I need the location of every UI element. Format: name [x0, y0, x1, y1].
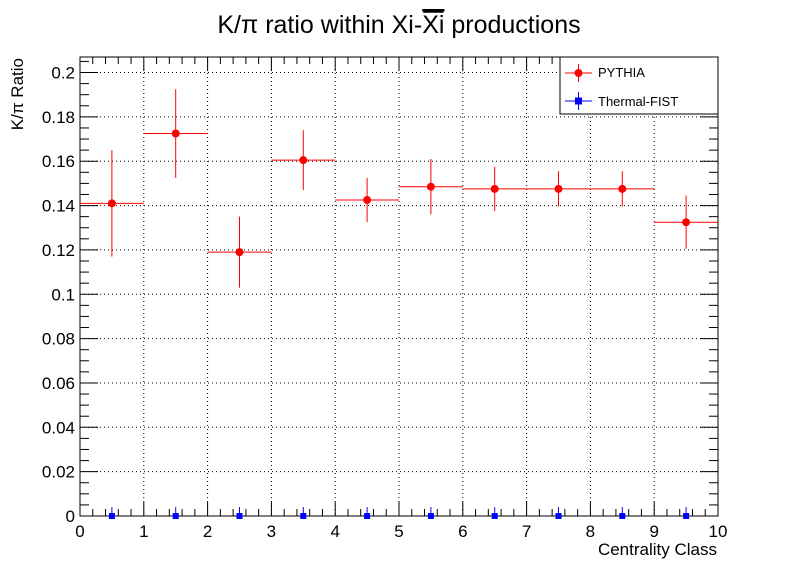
legend-label-thermal-fist: Thermal-FIST — [598, 94, 678, 109]
x-tick-label: 4 — [330, 522, 339, 541]
y-tick-label: 0.08 — [42, 330, 75, 349]
legend-marker-thermal-fist — [575, 97, 582, 105]
y-tick-label: 0.16 — [42, 152, 75, 171]
legend-label-pythia: PYTHIA — [598, 65, 645, 80]
x-tick-label: 0 — [75, 522, 84, 541]
chart-title-suffix: productions — [444, 11, 580, 39]
pythia-point — [618, 184, 627, 193]
legend-entry-pythia: PYTHIA — [565, 64, 645, 82]
thermal-fist-point — [683, 513, 690, 519]
legend-box — [559, 56, 719, 115]
x-tick-label: 2 — [203, 522, 212, 541]
pythia-point — [171, 129, 180, 138]
y-tick-label: 0.02 — [42, 463, 75, 482]
x-tick-label: 10 — [709, 522, 728, 541]
x-axis-label: Centrality Class — [598, 540, 717, 559]
thermal-fist-point — [172, 513, 179, 519]
thermal-fist-point — [555, 513, 562, 519]
y-tick-label: 0.04 — [42, 418, 75, 437]
y-tick-label: 0.2 — [51, 64, 75, 83]
x-tick-label: 6 — [458, 522, 467, 541]
chart-title: K/π ratio within Xi-Xi productions — [217, 11, 580, 39]
y-axis-label: K/π Ratio — [8, 58, 27, 130]
x-tick-label: 9 — [649, 522, 658, 541]
y-tick-label: 0.06 — [42, 374, 75, 393]
thermal-fist-point — [619, 513, 626, 519]
plot-data — [80, 89, 718, 519]
chart-title-overlined: Xi — [422, 11, 444, 39]
x-tick-label: 8 — [586, 522, 595, 541]
thermal-fist-point — [427, 513, 434, 519]
plot-frame — [79, 56, 719, 517]
y-tick-label: 0.1 — [51, 285, 75, 304]
pythia-point — [235, 248, 244, 257]
pythia-point — [299, 156, 308, 165]
legend-marker-pythia — [574, 69, 583, 77]
x-tick-label: 3 — [267, 522, 276, 541]
legend: PYTHIA Thermal-FIST — [559, 56, 719, 115]
y-tick-label: 0 — [66, 507, 75, 526]
thermal-fist-point — [491, 513, 498, 519]
x-tick-label: 1 — [139, 522, 148, 541]
thermal-fist-point — [236, 513, 243, 519]
pythia-point — [554, 184, 563, 193]
x-tick-label: 7 — [522, 522, 531, 541]
thermal-fist-point — [300, 513, 307, 519]
axes: 0 1 2 3 4 5 6 7 8 9 10 0 0.02 0.04 0.06 0.08 0.1 0.12 0.14… — [42, 56, 728, 541]
chart-title-prefix: K/π ratio within Xi- — [217, 11, 422, 39]
thermal-fist-point — [108, 513, 115, 519]
pythia-point — [682, 218, 691, 227]
thermal-fist-point — [364, 513, 371, 519]
legend-entry-thermal-fist: Thermal-FIST — [565, 92, 678, 110]
pythia-point — [426, 182, 435, 191]
pythia-point — [363, 196, 372, 205]
pythia-point — [107, 199, 116, 208]
x-tick-label: 5 — [394, 522, 403, 541]
y-tick-label: 0.14 — [42, 197, 75, 216]
pythia-point — [490, 184, 499, 193]
y-tick-label: 0.12 — [42, 241, 75, 260]
y-tick-label: 0.18 — [42, 108, 75, 127]
